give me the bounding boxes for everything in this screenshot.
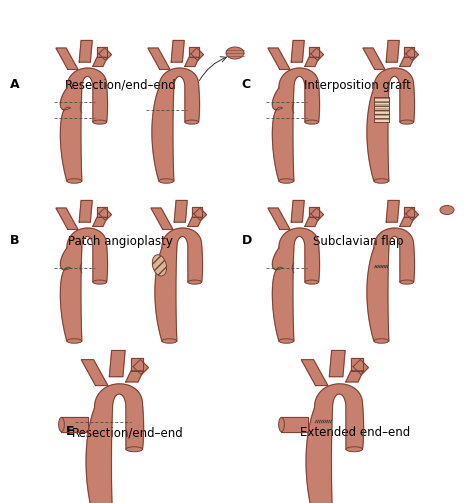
Polygon shape — [99, 208, 111, 220]
Ellipse shape — [188, 280, 201, 284]
Polygon shape — [190, 47, 199, 57]
Polygon shape — [273, 68, 319, 181]
Ellipse shape — [162, 339, 177, 343]
Polygon shape — [329, 351, 345, 377]
Ellipse shape — [185, 120, 199, 124]
Polygon shape — [192, 207, 202, 217]
Text: Resection/end–end: Resection/end–end — [65, 79, 177, 92]
Polygon shape — [400, 217, 414, 226]
Ellipse shape — [226, 47, 244, 59]
Polygon shape — [306, 384, 364, 503]
Ellipse shape — [400, 280, 414, 284]
Polygon shape — [301, 360, 328, 385]
Ellipse shape — [374, 339, 389, 343]
Polygon shape — [56, 48, 78, 69]
Polygon shape — [310, 207, 319, 217]
Polygon shape — [60, 68, 108, 181]
Ellipse shape — [279, 417, 284, 432]
Ellipse shape — [305, 280, 319, 284]
Polygon shape — [171, 40, 184, 62]
Text: Interposition graft: Interposition graft — [304, 79, 411, 92]
Text: Patch angioplasty: Patch angioplasty — [68, 235, 173, 248]
Polygon shape — [367, 68, 415, 181]
Polygon shape — [79, 40, 92, 62]
Polygon shape — [386, 40, 399, 62]
Text: Subclavian flap: Subclavian flap — [313, 235, 403, 248]
Ellipse shape — [67, 339, 82, 343]
Polygon shape — [81, 360, 108, 385]
Polygon shape — [62, 417, 89, 432]
Polygon shape — [404, 207, 414, 217]
Polygon shape — [131, 358, 143, 371]
Ellipse shape — [93, 120, 107, 124]
Polygon shape — [126, 371, 143, 382]
Polygon shape — [56, 208, 78, 229]
Polygon shape — [311, 48, 323, 60]
Text: B: B — [9, 234, 19, 247]
Ellipse shape — [59, 417, 64, 432]
Polygon shape — [268, 208, 290, 229]
Polygon shape — [93, 57, 107, 66]
Ellipse shape — [440, 206, 454, 214]
Polygon shape — [406, 48, 419, 60]
Polygon shape — [152, 68, 200, 181]
Ellipse shape — [67, 179, 82, 183]
Polygon shape — [155, 228, 202, 341]
Text: D: D — [242, 234, 252, 247]
Polygon shape — [305, 57, 319, 66]
Polygon shape — [133, 360, 148, 375]
Polygon shape — [311, 208, 323, 220]
Polygon shape — [400, 57, 414, 66]
Polygon shape — [86, 384, 144, 503]
Polygon shape — [174, 201, 187, 222]
Ellipse shape — [159, 179, 174, 183]
Text: C: C — [242, 78, 251, 91]
Polygon shape — [291, 40, 304, 62]
Polygon shape — [367, 228, 415, 341]
Text: E: E — [66, 425, 75, 438]
Polygon shape — [188, 217, 202, 226]
Polygon shape — [305, 217, 319, 226]
Ellipse shape — [279, 179, 294, 183]
Text: Extended end–end: Extended end–end — [301, 426, 410, 439]
Ellipse shape — [152, 255, 166, 276]
Ellipse shape — [346, 447, 363, 452]
Text: Resection/end–end: Resection/end–end — [72, 426, 184, 439]
Polygon shape — [310, 47, 319, 57]
Polygon shape — [386, 201, 399, 222]
Polygon shape — [273, 228, 319, 341]
Polygon shape — [185, 57, 199, 66]
Polygon shape — [194, 208, 207, 220]
Polygon shape — [151, 208, 173, 229]
Polygon shape — [268, 48, 290, 69]
Polygon shape — [148, 48, 170, 69]
Ellipse shape — [93, 280, 107, 284]
Polygon shape — [98, 207, 107, 217]
Polygon shape — [99, 48, 111, 60]
Polygon shape — [282, 417, 309, 432]
Ellipse shape — [126, 447, 143, 452]
Text: A: A — [9, 78, 19, 91]
Polygon shape — [404, 47, 414, 57]
Ellipse shape — [279, 339, 294, 343]
Polygon shape — [191, 48, 203, 60]
Polygon shape — [79, 201, 92, 222]
Polygon shape — [353, 360, 368, 375]
Polygon shape — [98, 47, 107, 57]
Polygon shape — [93, 217, 107, 226]
Polygon shape — [346, 371, 363, 382]
Polygon shape — [363, 48, 385, 69]
Ellipse shape — [305, 120, 319, 124]
Ellipse shape — [400, 120, 414, 124]
Polygon shape — [291, 201, 304, 222]
Ellipse shape — [374, 179, 389, 183]
Polygon shape — [109, 351, 125, 377]
Polygon shape — [406, 208, 419, 220]
Polygon shape — [60, 228, 108, 341]
Polygon shape — [351, 358, 363, 371]
Polygon shape — [374, 97, 389, 122]
